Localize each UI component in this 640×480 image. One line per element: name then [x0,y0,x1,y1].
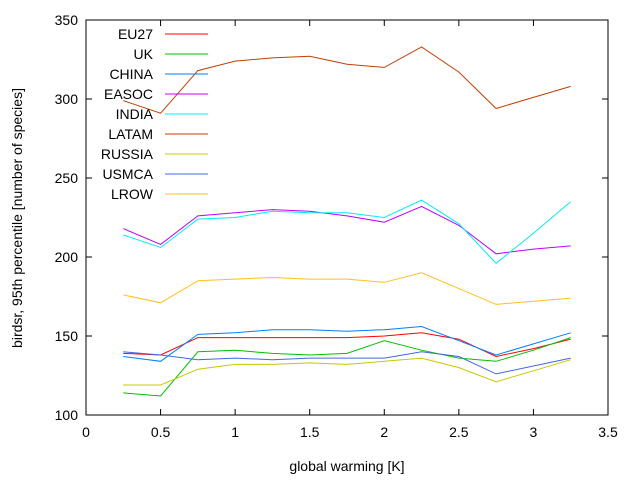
y-tick-label: 100 [55,407,79,423]
series-line-eu27 [123,332,571,358]
x-tick-label: 0.5 [151,424,171,440]
legend: EU27 UK CHINA EASOC INDIA LATAM RUSSIA USMCA LRO… [101,26,208,202]
legend-label-india: INDIA [116,106,154,122]
x-axis-label: global warming [K] [289,458,404,474]
y-tick-label: 200 [55,249,79,265]
legend-label-latam: LATAM [108,126,153,142]
series-line-lrow [123,272,571,305]
x-tick-label: 0 [82,424,90,440]
x-tick-label: 2 [380,424,388,440]
y-tick-label: 150 [55,328,79,344]
y-axis-ticks: 100 150 200 250 300 350 [55,12,608,423]
legend-label-easoc: EASOC [104,86,153,102]
x-tick-label: 3.5 [598,424,618,440]
series-line-india [123,199,572,264]
series-line-russia [123,357,571,386]
series-line-latam [123,46,571,114]
y-tick-label: 350 [55,12,79,28]
y-tick-label: 300 [55,91,79,107]
series-line-uk [123,337,571,397]
x-tick-label: 1.5 [300,424,320,440]
x-tick-label: 1 [231,424,239,440]
legend-label-russia: RUSSIA [101,146,154,162]
x-tick-label: 3 [530,424,538,440]
series-lines [123,46,572,397]
legend-label-china: CHINA [109,66,153,82]
series-line-easoc [123,205,571,255]
legend-label-usmca: USMCA [102,166,153,182]
plot-frame [85,19,609,416]
series-line-usmca [123,351,571,375]
legend-label-eu27: EU27 [118,26,153,42]
y-axis-label: birdsr, 95th percentile [number of speci… [9,88,25,348]
x-axis-ticks: 0 0.5 1 1.5 2 2.5 3 3.5 [82,20,618,440]
series-line-china [123,325,571,362]
legend-label-uk: UK [134,46,154,62]
x-tick-label: 2.5 [449,424,469,440]
legend-label-lrow: LROW [111,186,154,202]
y-tick-label: 250 [55,170,79,186]
